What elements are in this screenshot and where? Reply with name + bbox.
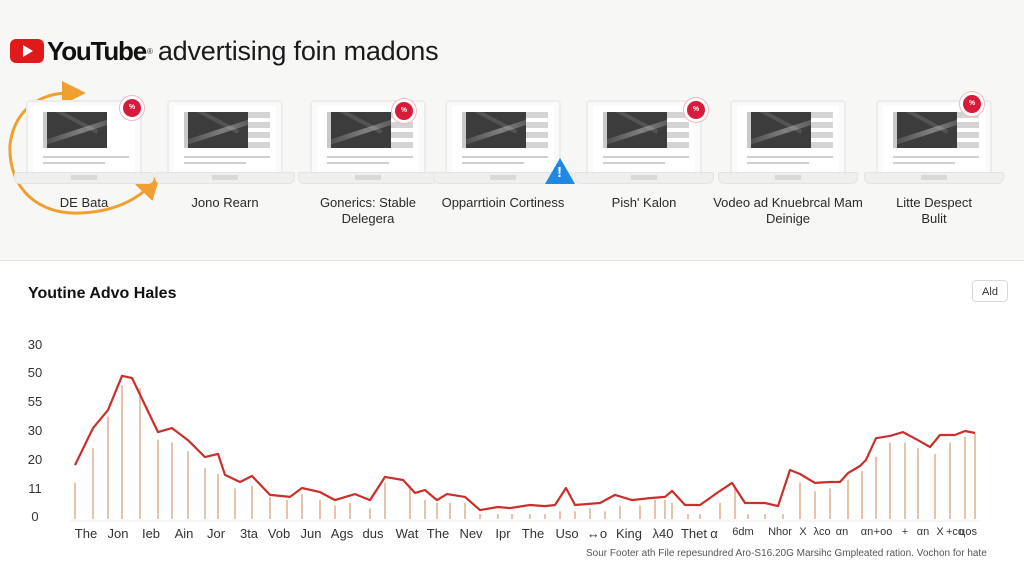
x-tick-label: ↔o	[586, 526, 608, 541]
x-tick-label: X	[936, 526, 944, 538]
x-tick-label: X	[799, 526, 807, 538]
x-tick-label: +co	[945, 526, 965, 538]
add-button[interactable]: Ald	[972, 280, 1008, 302]
y-tick-label: 20	[27, 452, 43, 467]
x-tick-label: λ40	[652, 526, 674, 541]
laptop-preview-icon	[14, 96, 154, 188]
card-label: Litte Despect Bulit	[896, 195, 972, 226]
ad-format-card-2[interactable]: Jono Rearn	[155, 96, 295, 236]
ad-badge-icon: %	[120, 96, 144, 120]
warning-icon: !	[545, 158, 575, 184]
chart-footer-note: Sour Footer ath File repesundred Aro-S16…	[586, 548, 987, 559]
y-tick-label: 0	[31, 509, 39, 524]
video-thumbnail	[184, 112, 248, 148]
video-thumbnail	[893, 112, 957, 148]
y-tick-label: 30	[27, 423, 43, 438]
card-label: DE Bata	[59, 195, 109, 210]
x-tick-label: αn	[916, 526, 930, 538]
video-thumbnail	[462, 112, 526, 148]
x-tick-label: αn	[860, 526, 874, 538]
page-title: advertising foin madons	[157, 35, 439, 66]
youtube-wordmark: YouTube	[47, 35, 147, 66]
y-tick-label: 11	[28, 481, 42, 496]
x-tick-label: λco	[813, 526, 831, 538]
chart-title: Youtine Advo Hales	[28, 285, 177, 302]
registered-mark: ®	[146, 46, 153, 56]
x-tick-label: Ipr	[495, 526, 511, 541]
x-tick-label: Wat	[395, 526, 419, 541]
x-tick-label: The	[74, 526, 98, 541]
ad-badge-icon: %	[960, 92, 984, 116]
x-tick-label: 3ta	[239, 526, 259, 541]
video-thumbnail	[747, 112, 811, 148]
x-tick-label: 6dm	[732, 526, 754, 538]
x-tick-label: Jor	[206, 526, 226, 541]
ad-badge-icon: %	[392, 99, 416, 123]
data-line	[74, 374, 976, 512]
x-tick-label: The	[521, 526, 545, 541]
x-tick-label: Jun	[300, 526, 322, 541]
card-label: Opparrtioin Cortiness	[441, 195, 565, 210]
card-label: Vodeo ad Knuebrcal Mam Deinige	[713, 195, 863, 226]
card-label: Pish' Kalon	[611, 195, 677, 210]
y-tick-label: 55	[27, 394, 43, 409]
ad-format-card-1[interactable]: % DE Bata	[14, 96, 154, 236]
laptop-preview-icon	[433, 96, 573, 188]
ad-format-card-7[interactable]: % Litte Despect Bulit	[864, 92, 1004, 236]
youtube-play-icon	[10, 39, 44, 63]
video-thumbnail	[327, 112, 391, 148]
laptop-preview-icon	[574, 96, 714, 188]
x-tick-label: +oo	[873, 526, 893, 538]
card-label: Jono Rearn	[191, 195, 259, 210]
x-tick-label: Ieb	[141, 526, 161, 541]
ad-format-card-6[interactable]: Vodeo ad Knuebrcal Mam Deinige	[713, 96, 863, 236]
y-tick-label: 30	[27, 337, 43, 352]
x-tick-label: Thet	[680, 526, 708, 541]
page-header: YouTube ® advertising foin madons	[10, 34, 439, 68]
video-thumbnail	[43, 112, 107, 148]
youtube-logo[interactable]: YouTube ®	[10, 36, 153, 67]
x-tick-label: Vob	[267, 526, 291, 541]
x-tick-label: цos	[959, 526, 977, 538]
x-tick-label: Uso	[555, 526, 579, 541]
y-tick-label: 50	[27, 365, 43, 380]
laptop-preview-icon	[155, 96, 295, 188]
video-thumbnail	[603, 112, 667, 148]
ad-format-card-5[interactable]: % Pish' Kalon	[574, 96, 714, 236]
x-tick-label: Jon	[107, 526, 129, 541]
ad-badge-icon: %	[684, 98, 708, 122]
x-tick-label: αn	[835, 526, 849, 538]
x-tick-label: King	[615, 526, 643, 541]
x-tick-label: +	[901, 526, 909, 538]
x-tick-label: The	[426, 526, 450, 541]
laptop-preview-icon	[298, 96, 438, 188]
card-label: Gonerics: Stable Delegera	[319, 195, 417, 226]
x-tick-label: Nhor	[768, 526, 792, 538]
ad-format-card-4[interactable]: ! Opparrtioin Cortiness	[433, 96, 575, 236]
x-tick-label: dus	[362, 526, 384, 541]
x-tick-label: Nev	[459, 526, 483, 541]
laptop-preview-icon	[864, 96, 1004, 188]
x-tick-label: α	[710, 526, 718, 541]
ad-format-card-3[interactable]: % Gonerics: Stable Delegera	[298, 96, 438, 236]
x-tick-label: Ags	[330, 526, 354, 541]
laptop-preview-icon	[718, 96, 858, 188]
x-tick-label: Ain	[174, 526, 194, 541]
